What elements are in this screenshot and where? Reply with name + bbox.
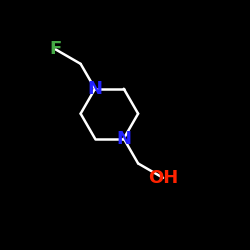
Text: OH: OH xyxy=(148,169,178,187)
Text: N: N xyxy=(116,130,131,148)
Text: F: F xyxy=(50,40,62,58)
Text: N: N xyxy=(88,80,102,98)
